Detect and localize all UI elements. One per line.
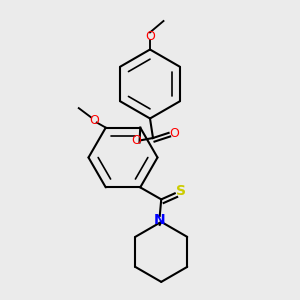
Text: O: O [132,134,141,148]
Text: O: O [169,127,179,140]
Text: O: O [89,114,99,127]
Text: S: S [176,184,186,198]
Text: N: N [154,213,166,227]
Text: O: O [145,29,155,43]
